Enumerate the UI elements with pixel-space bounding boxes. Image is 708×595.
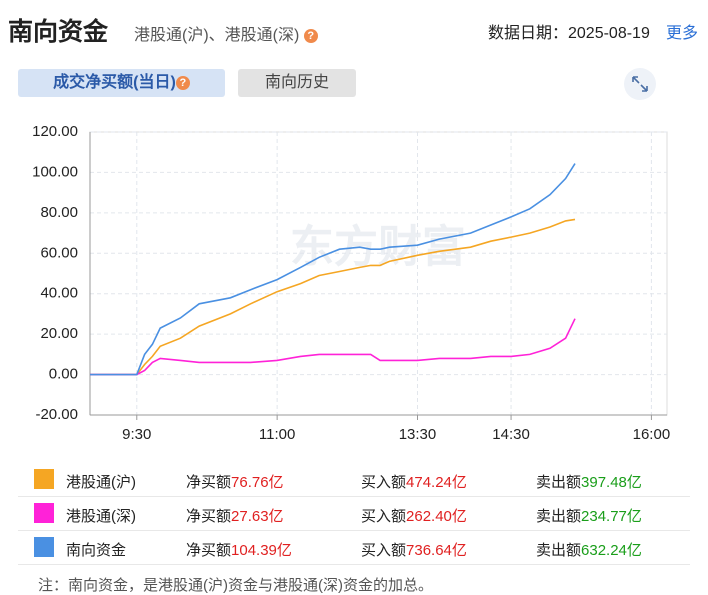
legend-swatch — [34, 537, 54, 557]
y-tick-label: 20.00 — [40, 325, 78, 342]
sell-cell: 卖出额234.77亿 — [536, 505, 642, 526]
legend-swatch — [34, 503, 54, 523]
legend-swatch — [34, 469, 54, 489]
tab[interactable]: 南向历史 — [238, 69, 356, 97]
x-tick-label: 16:00 — [633, 426, 671, 443]
y-tick-label: 60.00 — [40, 244, 78, 261]
y-tick-label: 40.00 — [40, 285, 78, 302]
x-tick-label: 9:30 — [122, 426, 151, 443]
date: 数据日期：2025-08-19 — [488, 25, 650, 42]
subtitle: 港股通(沪)、港股通(深) ? — [134, 21, 318, 45]
sell-label: 卖出额 — [536, 474, 582, 491]
y-tick-label: 120.00 — [32, 123, 78, 140]
buy-value: 474.24亿 — [406, 474, 467, 491]
legend-row: 港股通(沪) 净买额76.76亿 买入额474.24亿 卖出额397.48亿 — [18, 463, 690, 497]
sell-value: 632.24亿 — [581, 542, 642, 559]
legend-label: 港股通(深) — [66, 508, 136, 525]
net-value: 104.39亿 — [231, 542, 292, 559]
buy-cell: 买入额474.24亿 — [361, 471, 467, 492]
series-line — [90, 218, 576, 376]
note: 注：南向资金，是港股通(沪)资金与港股通(深)资金的加总。 — [38, 577, 433, 594]
net-value: 27.63亿 — [231, 508, 284, 525]
plot-frame — [89, 131, 668, 416]
page-title: 南向资金 — [8, 18, 109, 46]
net-cell: 净买额104.39亿 — [186, 539, 292, 560]
x-tick-label: 11:00 — [259, 426, 295, 443]
buy-value: 736.64亿 — [406, 542, 467, 559]
sell-cell: 卖出额632.24亿 — [536, 539, 642, 560]
net-label: 净买额 — [186, 474, 232, 491]
net-cell: 净买额27.63亿 — [186, 505, 284, 526]
sell-label: 卖出额 — [536, 508, 582, 525]
buy-cell: 买入额262.40亿 — [361, 505, 467, 526]
sell-label: 卖出额 — [536, 542, 582, 559]
series-line — [90, 163, 576, 376]
legend-row: 南向资金 净买额104.39亿 买入额736.64亿 卖出额632.24亿 — [18, 531, 690, 565]
net-cell: 净买额76.76亿 — [186, 471, 284, 492]
buy-label: 买入额 — [361, 542, 407, 559]
buy-cell: 买入额736.64亿 — [361, 539, 467, 560]
buy-label: 买入额 — [361, 474, 407, 491]
expand-button[interactable] — [624, 68, 656, 100]
net-label: 净买额 — [186, 542, 232, 559]
buy-label: 买入额 — [361, 508, 407, 525]
y-tick-label: 0.00 — [49, 366, 78, 383]
net-value: 76.76亿 — [231, 474, 284, 491]
y-tick-label: -20.00 — [35, 406, 78, 423]
sell-cell: 卖出额397.48亿 — [536, 471, 642, 492]
net-label: 净买额 — [186, 508, 232, 525]
chart: 东方财富 -20.00 0.00 20.00 40.00 60.00 80.00 100.0… — [32, 123, 671, 443]
legend-label: 南向资金 — [66, 542, 127, 559]
legend-label: 港股通(沪) — [66, 474, 136, 491]
help-icon[interactable]: ? — [303, 28, 318, 43]
sell-value: 234.77亿 — [581, 508, 642, 525]
sell-value: 397.48亿 — [581, 474, 642, 491]
legend-row: 港股通(深) 净买额27.63亿 买入额262.40亿 卖出额234.77亿 — [18, 497, 690, 531]
y-tick-label: 80.00 — [40, 204, 78, 221]
x-tick-label: 14:30 — [492, 426, 530, 443]
y-tick-label: 100.00 — [32, 163, 78, 180]
watermark: 东方财富 — [290, 223, 466, 272]
tab-active[interactable]: 成交净买额(当日)? — [18, 69, 225, 97]
tab-label: 成交净买额(当日) — [53, 74, 176, 91]
buy-value: 262.40亿 — [406, 508, 467, 525]
subtitle-text: 港股通(沪)、港股通(深) — [134, 27, 300, 44]
more-link[interactable]: 更多 — [666, 25, 699, 42]
series-line — [90, 318, 576, 376]
x-tick-label: 13:30 — [399, 426, 437, 443]
help-icon[interactable]: ? — [175, 75, 190, 90]
